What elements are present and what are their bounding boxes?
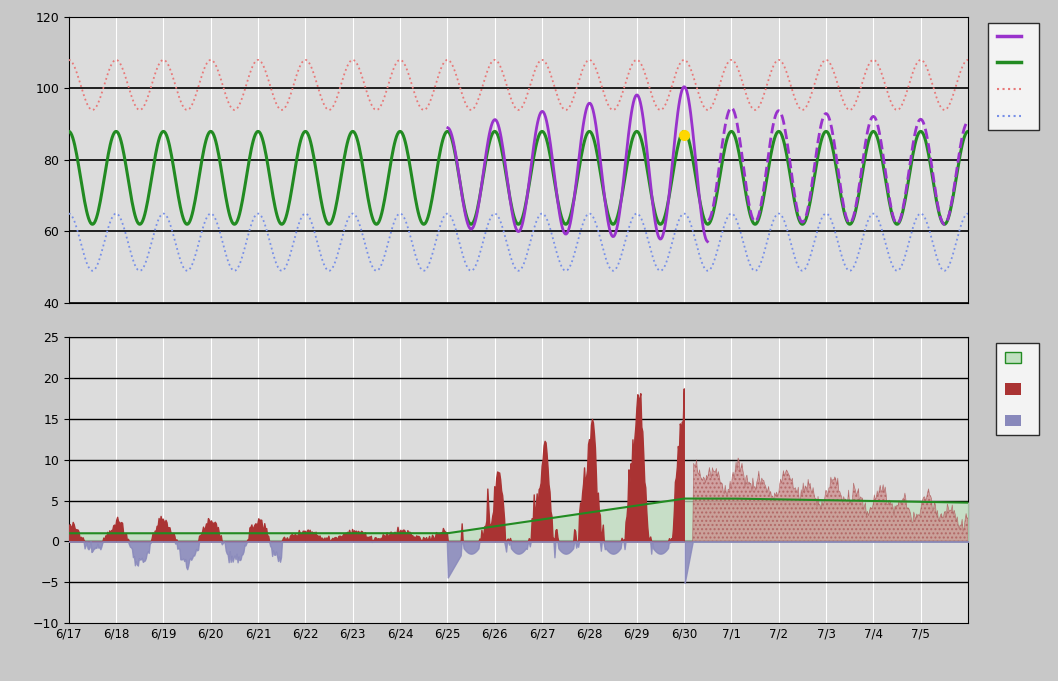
Legend: , , : , , [996, 343, 1039, 435]
Legend: , , , : , , , [988, 22, 1039, 130]
